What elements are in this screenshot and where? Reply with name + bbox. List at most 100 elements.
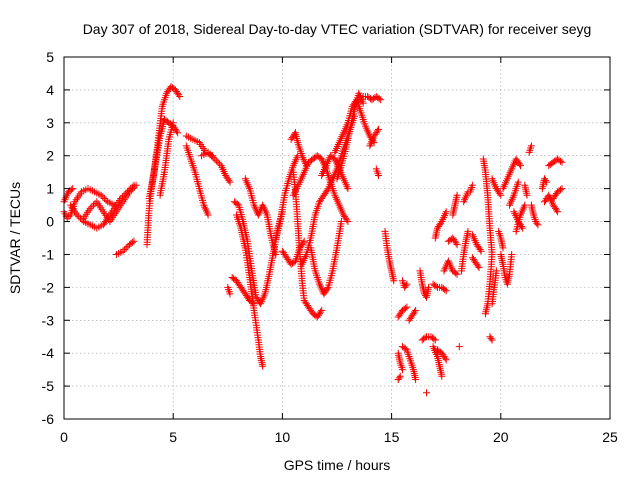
- data-point: [492, 267, 500, 275]
- data-point: [519, 224, 527, 232]
- y-tick-label: 5: [46, 49, 54, 65]
- data-point: [554, 208, 562, 216]
- data-point: [442, 208, 450, 216]
- data-point: [102, 196, 110, 204]
- y-tick-label: -2: [42, 279, 55, 295]
- data-point: [482, 310, 489, 318]
- data-point: [176, 93, 184, 100]
- y-tick-label: -5: [42, 378, 55, 394]
- data-point: [343, 216, 351, 224]
- data-point: [126, 188, 133, 196]
- data-point: [452, 269, 460, 277]
- data-point: [403, 303, 411, 311]
- data-point: [533, 219, 541, 227]
- data-point: [317, 308, 325, 316]
- data-point: [464, 227, 472, 235]
- data-point: [323, 186, 331, 194]
- x-axis-label: GPS time / hours: [284, 457, 391, 473]
- data-point: [475, 264, 483, 272]
- data-point: [430, 335, 438, 343]
- data-point: [390, 277, 398, 285]
- data-point: [455, 343, 463, 351]
- data-point: [542, 176, 550, 184]
- y-axis-label: SDTVAR / TECUs: [7, 182, 23, 294]
- data-point: [99, 193, 107, 201]
- data-point: [508, 251, 516, 258]
- data-point: [553, 206, 560, 214]
- data-point: [401, 304, 409, 312]
- y-tick-label: 0: [46, 214, 54, 230]
- data-point: [128, 238, 136, 246]
- data-points: [60, 83, 566, 397]
- data-point: [132, 181, 140, 189]
- data-point: [496, 190, 504, 198]
- data-point: [517, 162, 524, 170]
- data-point: [337, 218, 345, 225]
- data-point: [212, 157, 220, 165]
- data-point: [487, 334, 495, 342]
- data-point: [88, 203, 96, 211]
- data-point: [130, 183, 138, 191]
- x-tick-label: 10: [275, 429, 291, 445]
- data-point: [359, 99, 367, 107]
- data-point: [211, 155, 219, 163]
- y-tick-label: -4: [42, 345, 55, 361]
- data-point: [432, 282, 440, 290]
- data-point: [399, 366, 406, 374]
- data-point: [453, 270, 461, 278]
- data-point: [395, 374, 403, 382]
- data-point: [557, 186, 564, 194]
- data-point: [377, 96, 385, 104]
- data-point: [453, 241, 461, 249]
- axis-ticks: [63, 56, 611, 420]
- data-point: [216, 160, 224, 168]
- data-point: [86, 204, 94, 212]
- data-point: [403, 280, 411, 288]
- data-point: [272, 251, 280, 258]
- x-tick-label: 5: [169, 429, 177, 445]
- data-point: [402, 282, 410, 290]
- data-point: [442, 287, 450, 295]
- data-point: [499, 244, 507, 252]
- data-point: [411, 308, 418, 316]
- data-point: [431, 336, 439, 344]
- chart-title: Day 307 of 2018, Sidereal Day-to-day VTE…: [83, 21, 592, 37]
- data-point: [557, 157, 564, 165]
- data-point: [119, 247, 127, 255]
- data-point: [63, 214, 71, 222]
- y-tick-label: 2: [46, 148, 54, 164]
- data-point: [204, 211, 212, 219]
- data-point: [425, 283, 433, 291]
- data-point: [127, 186, 135, 194]
- data-point: [100, 195, 108, 202]
- data-point: [527, 142, 535, 150]
- data-point: [373, 127, 381, 135]
- data-point: [452, 239, 460, 247]
- data-point: [204, 148, 212, 156]
- data-point: [558, 158, 566, 166]
- data-point: [129, 185, 137, 193]
- x-tick-label: 20: [493, 429, 509, 445]
- data-point: [175, 91, 183, 99]
- data-point: [207, 152, 215, 160]
- data-point: [259, 362, 267, 370]
- x-tick-label: 15: [384, 429, 400, 445]
- data-point: [523, 191, 531, 199]
- y-tick-label: 3: [46, 115, 54, 131]
- data-point: [412, 306, 420, 314]
- data-point: [130, 237, 138, 245]
- y-tick-label: -1: [42, 246, 55, 262]
- data-point: [121, 246, 129, 253]
- data-point: [173, 127, 180, 135]
- tick-labels: 0 5 10 15 20 25 -6 -5 -4 -3 -2 -1 0 1 2 3 4 5: [42, 49, 618, 445]
- data-point: [488, 336, 496, 344]
- data-point: [323, 285, 331, 293]
- data-point: [90, 201, 97, 209]
- data-point: [75, 213, 83, 221]
- data-point: [441, 354, 449, 362]
- data-point: [206, 150, 214, 158]
- data-point: [412, 376, 420, 383]
- data-point: [122, 244, 130, 252]
- x-tick-label: 0: [60, 429, 68, 445]
